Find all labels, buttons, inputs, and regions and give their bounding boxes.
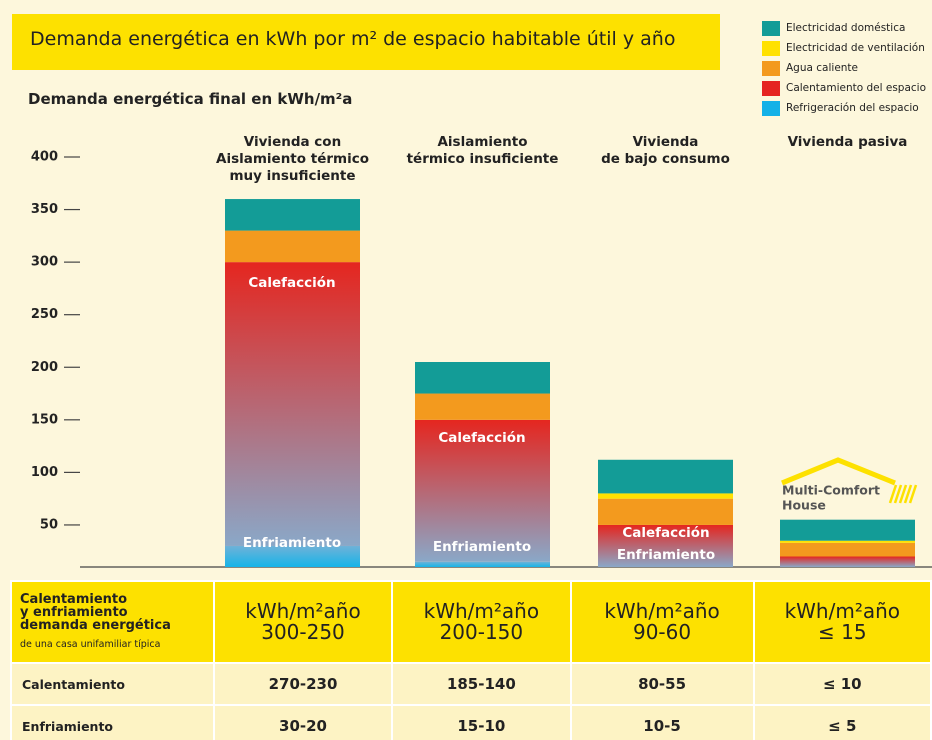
legend-item: Electricidad de ventilación (762, 38, 932, 58)
header-text: kWh/m²año ≤ 15 (784, 599, 901, 644)
annotation: Calefacción (622, 525, 709, 541)
table-cell: 80-55 (569, 662, 755, 706)
bar-segment (225, 262, 360, 546)
table-header: Calentamiento y enfriamiento demanda ene… (10, 580, 932, 664)
header-text: kWh/m²año 300-250 (245, 599, 361, 644)
legend-swatch (762, 100, 780, 116)
legend-swatch (762, 40, 780, 56)
bar-segment (780, 540, 915, 543)
legend-swatch (762, 80, 780, 96)
bar-segment (225, 230, 360, 263)
y-tick-label: 300 (31, 255, 58, 270)
logo-stripe (893, 484, 903, 504)
bar-segment (598, 524, 733, 567)
header-cell: kWh/m²año ≤ 15 (752, 580, 932, 664)
bar-segment (415, 362, 550, 394)
logo-text: Multi-Comfort (782, 483, 880, 498)
table-cell: Enfriamiento (10, 704, 215, 740)
header-note: de una casa unifamiliar típica (20, 639, 161, 650)
y-tick-label: 100 (31, 465, 58, 480)
y-tick-label: 400 (31, 150, 58, 165)
bar-segment (780, 556, 915, 567)
table-row: Enfriamiento 30-20 15-10 10-5 ≤ 5 (10, 704, 932, 740)
bar-segment (415, 419, 550, 562)
table: Calentamiento y enfriamiento demanda ene… (10, 580, 932, 740)
legend-swatch (762, 20, 780, 36)
table-cell: 30-20 (212, 704, 394, 740)
table-row: Calentamiento 270-230 185-140 80-55 ≤ 10 (10, 662, 932, 706)
y-tick-label: 200 (31, 360, 58, 375)
header-cell: Calentamiento y enfriamiento demanda ene… (10, 580, 215, 664)
logo-stripe (888, 484, 898, 504)
logo-stripe (903, 484, 913, 504)
table-cell: Calentamiento (10, 662, 215, 706)
logo-text: House (782, 498, 826, 513)
bar-segment (780, 542, 915, 557)
annotation: Enfriamiento (433, 539, 531, 555)
legend-label: Calentamiento del espacio (786, 82, 927, 94)
logo-roof (781, 457, 896, 486)
header-text: Calentamiento y enfriamiento demanda ene… (20, 592, 171, 633)
chart-subtitle: Demanda energética final en kWh/m²a (28, 90, 353, 108)
table-cell: 185-140 (391, 662, 572, 706)
header-cell: kWh/m²año 90-60 (569, 580, 755, 664)
chart-title: Demanda energética en kWh por m² de espa… (12, 14, 720, 70)
bar-segment (780, 519, 915, 541)
annotation: Enfriamiento (617, 547, 715, 563)
annotation: Calefacción (438, 430, 525, 446)
header-cell: kWh/m²año 200-150 (391, 580, 572, 664)
category-label: Aislamiento térmico insuficiente (406, 134, 559, 167)
y-tick-label: 250 (31, 307, 58, 322)
header-text: kWh/m²año 200-150 (423, 599, 540, 644)
table-cell: ≤ 10 (752, 662, 932, 706)
category-label: Vivienda pasiva (787, 134, 908, 150)
bar-segment (598, 459, 733, 494)
legend-swatch (762, 60, 780, 76)
header-text: kWh/m²año 90-60 (604, 599, 720, 644)
bar-segment (415, 393, 550, 420)
table-cell: 10-5 (569, 704, 755, 740)
legend-label: Agua caliente (786, 62, 859, 74)
legend-item: Electricidad doméstica (762, 18, 932, 38)
bar-segment (598, 493, 733, 499)
y-tick-label: 50 (40, 517, 58, 532)
category-label: Vivienda de bajo consumo (601, 134, 730, 167)
legend-item: Calentamiento del espacio (762, 78, 932, 98)
y-tick-label: 150 (31, 412, 58, 427)
table-cell: ≤ 5 (752, 704, 932, 740)
legend-item: Refrigeración del espacio (762, 98, 932, 118)
legend-item: Agua caliente (762, 58, 932, 78)
chart: 50 100 150 200 250 300 350 400 Calefacción Enfria… (31, 150, 932, 568)
y-tick-label: 350 (31, 202, 58, 217)
header-cell: kWh/m²año 300-250 (212, 580, 394, 664)
table-cell: 270-230 (212, 662, 394, 706)
legend-label: Electricidad de ventilación (786, 42, 925, 54)
category-label: Vivienda con Aislamiento térmico muy ins… (216, 134, 369, 184)
bar-segment (598, 498, 733, 525)
logo-stripe (908, 484, 918, 504)
legend-label: Refrigeración del espacio (786, 102, 919, 114)
table-cell: 15-10 (391, 704, 572, 740)
annotation: Calefacción (248, 275, 335, 291)
bar-segment (225, 199, 360, 231)
bar-segment (225, 545, 360, 567)
legend: Electricidad doméstica Electricidad de ve… (762, 18, 932, 118)
annotation: Enfriamiento (243, 535, 341, 551)
bar-segment (415, 561, 550, 567)
legend-label: Electricidad doméstica (786, 22, 906, 34)
logo-stripe (898, 484, 908, 504)
